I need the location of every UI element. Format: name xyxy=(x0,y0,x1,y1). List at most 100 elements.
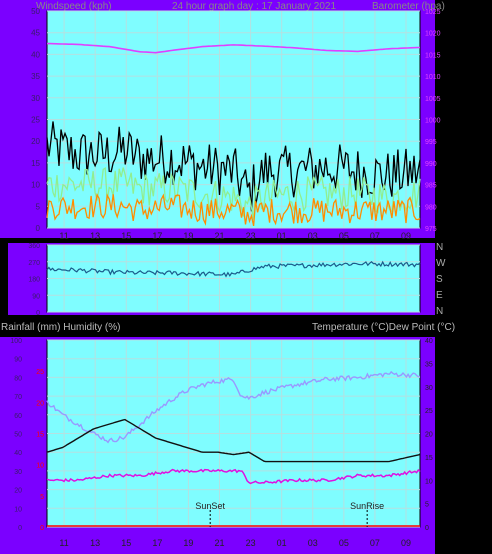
chart-title: 24 hour graph day : 17 January 2021 xyxy=(172,1,336,12)
direction-tick-label: 90 xyxy=(32,293,40,300)
wind-average-line xyxy=(46,166,421,220)
sunrise-label: SunRise xyxy=(350,501,384,511)
temp-x-tick-label: 11 xyxy=(59,538,68,548)
barometer-axis-title: Barometer (hpa) xyxy=(372,1,445,12)
temp-x-tick-label: 05 xyxy=(339,538,349,548)
temp-x-tick-label: 13 xyxy=(90,538,100,548)
direction-series xyxy=(46,260,421,278)
temp-x-tick-label: 23 xyxy=(246,538,256,548)
rainfall-tick-label: 5 xyxy=(40,494,44,501)
humidity-tick-label: 0 xyxy=(18,525,22,532)
direction-axes: 0 90 180 270 360 xyxy=(28,243,40,317)
rainfall-tick-label: 0 xyxy=(40,525,44,532)
humidity-tick-label: 30 xyxy=(14,469,22,476)
wind-x-tick-label: 07 xyxy=(370,231,380,241)
wind-tick-label: 45 xyxy=(31,29,40,38)
rainfall-tick-label: 20 xyxy=(36,400,44,407)
wind-tick-label: 0 xyxy=(36,224,41,233)
temp-x-tick-label: 17 xyxy=(152,538,162,548)
barometer-tick-label: 1015 xyxy=(425,52,441,59)
wind-tick-label: 10 xyxy=(31,181,40,190)
temperature-tick-label: 10 xyxy=(425,478,433,485)
direction-letters: N W S E N xyxy=(436,242,446,317)
temp-x-tick-label: 15 xyxy=(121,538,131,548)
temperature-tick-label: 15 xyxy=(425,455,433,462)
wind-x-tick-label: 13 xyxy=(90,231,100,241)
barometer-tick-label: 985 xyxy=(425,183,437,190)
wind-axes: 0510152025303540455097598098599099510001… xyxy=(31,7,441,241)
sunset-label: SunSet xyxy=(195,501,225,511)
temp-series xyxy=(46,370,421,527)
temp-x-tick-label: 03 xyxy=(308,538,318,548)
temp-dew-title: Temperature (°C)Dew Point (°C) xyxy=(312,322,455,333)
dir-label-n-top: N xyxy=(436,242,443,253)
wind-tick-label: 40 xyxy=(31,50,40,59)
wind-x-tick-label: 05 xyxy=(339,231,349,241)
humidity-line xyxy=(46,370,421,444)
temp-x-tick-label: 21 xyxy=(215,538,225,548)
temp-x-tick-label: 01 xyxy=(277,538,287,548)
wind-low-line xyxy=(46,193,421,227)
direction-tick-label: 0 xyxy=(36,310,40,317)
temperature-tick-label: 20 xyxy=(425,432,433,439)
wind-x-tick-label: 03 xyxy=(308,231,318,241)
wind-x-tick-label: 09 xyxy=(401,231,411,241)
wind-x-tick-label: 17 xyxy=(152,231,162,241)
wind-tick-label: 35 xyxy=(31,72,40,81)
dir-label-n-bottom: N xyxy=(436,306,443,317)
temp-axes: 0102030405060708090100051015202505101520… xyxy=(10,338,433,548)
barometer-tick-label: 980 xyxy=(425,204,437,211)
dir-label-e: E xyxy=(436,290,443,301)
wind-series xyxy=(46,42,421,227)
barometer-tick-label: 990 xyxy=(425,161,437,168)
humidity-tick-label: 60 xyxy=(14,413,22,420)
wind-tick-label: 50 xyxy=(31,7,40,16)
direction-tick-label: 180 xyxy=(28,277,40,284)
wind-x-tick-label: 23 xyxy=(246,231,256,241)
barometer-tick-label: 1000 xyxy=(425,118,441,125)
humidity-tick-label: 100 xyxy=(10,338,22,345)
temperature-tick-label: 40 xyxy=(425,338,433,345)
temperature-tick-label: 35 xyxy=(425,361,433,368)
direction-tick-label: 270 xyxy=(28,260,40,267)
wind-tick-label: 5 xyxy=(36,202,41,211)
wind-gust-line xyxy=(46,121,421,212)
barometer-tick-label: 1020 xyxy=(425,31,441,38)
wind-tick-label: 15 xyxy=(31,159,40,168)
temp-x-tick-label: 09 xyxy=(401,538,411,548)
wind-x-tick-label: 01 xyxy=(277,231,287,241)
direction-grid xyxy=(47,244,420,313)
rain-humidity-title: Rainfall (mm) Humidity (%) xyxy=(1,322,120,333)
rainfall-tick-label: 25 xyxy=(36,369,44,376)
barometer-tick-label: 1005 xyxy=(425,96,441,103)
temp-x-tick-label: 07 xyxy=(370,538,380,548)
wind-tick-label: 20 xyxy=(31,137,40,146)
wind-x-tick-label: 21 xyxy=(215,231,225,241)
rainfall-tick-label: 15 xyxy=(36,432,44,439)
temperature-tick-label: 5 xyxy=(425,502,429,509)
humidity-tick-label: 40 xyxy=(14,450,22,457)
wind-x-tick-label: 19 xyxy=(183,231,193,241)
humidity-tick-label: 10 xyxy=(14,506,22,513)
humidity-tick-label: 20 xyxy=(14,488,22,495)
wind-direction-line xyxy=(46,260,421,278)
humidity-tick-label: 50 xyxy=(14,432,22,439)
temperature-tick-label: 0 xyxy=(425,525,429,532)
sun-markers: SunSet SunRise xyxy=(195,501,384,527)
direction-tick-label: 360 xyxy=(28,243,40,250)
barometer-tick-label: 995 xyxy=(425,139,437,146)
humidity-tick-label: 80 xyxy=(14,375,22,382)
temperature-line xyxy=(46,418,421,463)
wind-tick-label: 30 xyxy=(31,94,40,103)
dir-label-s: S xyxy=(436,274,443,285)
temp-x-tick-label: 19 xyxy=(183,538,193,548)
wind-tick-label: 25 xyxy=(31,116,40,125)
barometer-tick-label: 1010 xyxy=(425,74,441,81)
divider xyxy=(0,238,435,242)
temperature-tick-label: 30 xyxy=(425,385,433,392)
barometer-line xyxy=(47,42,421,54)
humidity-tick-label: 70 xyxy=(14,394,22,401)
wind-x-tick-label: 15 xyxy=(121,231,131,241)
windspeed-axis-title: Windspeed (kph) xyxy=(36,1,112,12)
